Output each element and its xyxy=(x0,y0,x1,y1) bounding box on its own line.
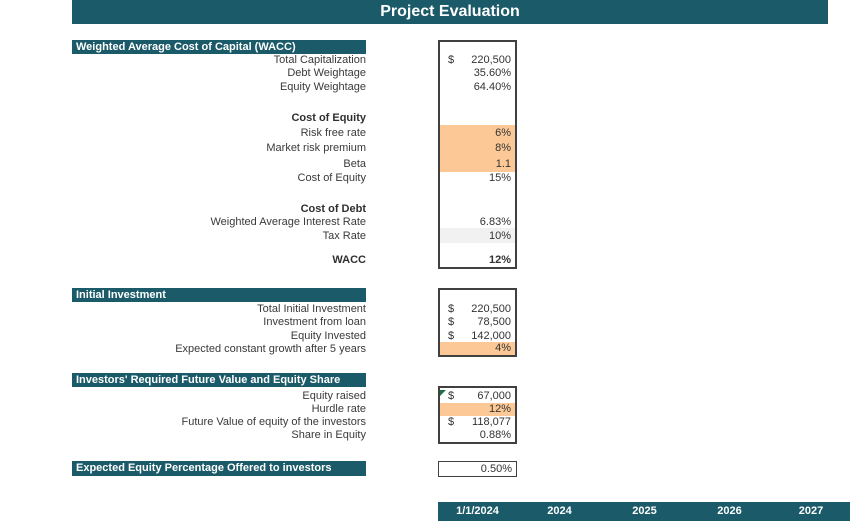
label-total-initial-investment: Total Initial Investment xyxy=(257,303,366,315)
title-bar: Project Evaluation xyxy=(72,0,828,24)
cell-value: 12% xyxy=(488,403,511,415)
initial-investment-value-box: $ 220,500 $ 78,500 $ 142,000 4% xyxy=(438,288,517,357)
section-header-expected-equity-pct: Expected Equity Percentage Offered to in… xyxy=(72,461,366,476)
cell-value: 118,077 xyxy=(472,416,511,428)
label-total-capitalization: Total Capitalization xyxy=(273,54,366,66)
timeline-year-2024: 2024 xyxy=(547,505,572,517)
timeline-year-2025: 2025 xyxy=(632,505,657,517)
label-weighted-average-interest-rate: Weighted Average Interest Rate xyxy=(210,216,366,228)
section-header-expected-equity-label: Expected Equity Percentage Offered to in… xyxy=(76,462,332,474)
expected-equity-value-box: 0.50% xyxy=(438,461,517,477)
subheader-cost-of-debt: Cost of Debt xyxy=(300,203,366,215)
currency-symbol: $ xyxy=(448,316,455,328)
cell-future-value-of-equity[interactable]: $ 118,077 xyxy=(440,416,515,429)
input-fill-block xyxy=(440,342,515,355)
label-hurdle-rate: Hurdle rate xyxy=(311,403,366,415)
section-header-wacc: Weighted Average Cost of Capital (WACC) xyxy=(72,40,366,54)
cell-equity-invested[interactable]: $ 142,000 xyxy=(440,330,515,343)
cell-value: 6.83% xyxy=(479,216,511,228)
currency-symbol: $ xyxy=(448,390,455,402)
currency-symbol: $ xyxy=(448,416,455,428)
comment-indicator-icon xyxy=(440,390,446,396)
cell-equity-weightage[interactable]: 64.40% xyxy=(440,81,515,94)
label-equity-invested: Equity Invested xyxy=(290,330,366,342)
cell-value: 0.88% xyxy=(479,429,511,441)
currency-symbol: $ xyxy=(448,54,455,66)
cell-value: 12% xyxy=(488,254,511,266)
page-title: Project Evaluation xyxy=(380,3,520,20)
input-fill-block xyxy=(440,403,515,416)
cell-value: 35.60% xyxy=(473,67,511,79)
cell-value: 67,000 xyxy=(477,390,511,402)
cell-tax-rate[interactable]: 10% xyxy=(440,230,515,243)
currency-symbol: $ xyxy=(448,330,455,342)
cell-equity-raised[interactable]: $ 67,000 xyxy=(440,390,515,403)
label-market-risk-premium: Market risk premium xyxy=(266,142,366,154)
currency-symbol: $ xyxy=(448,303,455,315)
cell-value: 220,500 xyxy=(471,54,511,66)
section-header-investors-future-value: Investors' Required Future Value and Equ… xyxy=(72,373,366,387)
cell-expected-equity-pct[interactable]: 0.50% xyxy=(439,463,516,476)
label-equity-raised: Equity raised xyxy=(302,390,366,402)
cell-wacc[interactable]: 12% xyxy=(440,254,515,267)
shaded-fill-block xyxy=(440,228,515,243)
cell-market-risk-premium[interactable]: 8% xyxy=(440,142,515,155)
label-share-in-equity: Share in Equity xyxy=(291,429,366,441)
wacc-value-box: $ 220,500 35.60% 64.40% 6% 8% 1.1 15% 6.… xyxy=(438,40,517,269)
label-risk-free-rate: Risk free rate xyxy=(300,127,366,139)
cell-total-capitalization[interactable]: $ 220,500 xyxy=(440,54,515,67)
subheader-cost-of-equity: Cost of Equity xyxy=(291,112,366,124)
cell-debt-weightage[interactable]: 35.60% xyxy=(440,67,515,80)
cell-risk-free-rate[interactable]: 6% xyxy=(440,127,515,140)
cell-hurdle-rate[interactable]: 12% xyxy=(440,403,515,416)
cell-value: 78,500 xyxy=(477,316,511,328)
label-beta: Beta xyxy=(343,158,366,170)
timeline-date-start: 1/1/2024 xyxy=(456,505,499,517)
label-future-value-of-equity: Future Value of equity of the investors xyxy=(181,416,366,428)
label-equity-weightage: Equity Weightage xyxy=(279,81,366,93)
cell-investment-from-loan[interactable]: $ 78,500 xyxy=(440,316,515,329)
label-cost-of-equity: Cost of Equity xyxy=(297,172,366,184)
cell-share-in-equity[interactable]: 0.88% xyxy=(440,429,515,442)
cell-value: 64.40% xyxy=(473,81,511,93)
cell-value: 220,500 xyxy=(471,303,511,315)
label-investment-from-loan: Investment from loan xyxy=(263,316,366,328)
cell-value: 8% xyxy=(495,142,511,154)
section-header-wacc-label: Weighted Average Cost of Capital (WACC) xyxy=(76,41,296,53)
label-wacc: WACC xyxy=(332,254,366,266)
label-expected-constant-growth: Expected constant growth after 5 years xyxy=(175,343,366,355)
label-tax-rate: Tax Rate xyxy=(322,230,366,242)
cell-beta[interactable]: 1.1 xyxy=(440,158,515,171)
section-header-initial-investment: Initial Investment xyxy=(72,288,366,302)
timeline-year-2027: 2027 xyxy=(798,505,824,517)
cell-weighted-average-interest-rate[interactable]: 6.83% xyxy=(440,216,515,229)
input-fill-block xyxy=(440,125,515,172)
cell-value: 15% xyxy=(488,172,511,184)
timeline-header-bar: 1/1/2024 2024 2025 2026 2027 xyxy=(438,502,850,521)
cell-value: 142,000 xyxy=(471,330,511,342)
label-debt-weightage: Debt Weightage xyxy=(287,67,366,79)
section-header-initial-investment-label: Initial Investment xyxy=(76,289,166,301)
cell-expected-constant-growth[interactable]: 4% xyxy=(440,342,515,355)
cell-value: 0.50% xyxy=(480,463,512,475)
cell-value: 4% xyxy=(495,342,511,354)
cell-value: 6% xyxy=(495,127,511,139)
cell-value: 1.1 xyxy=(495,158,511,170)
cell-total-initial-investment[interactable]: $ 220,500 xyxy=(440,303,515,316)
section-header-investors-label: Investors' Required Future Value and Equ… xyxy=(76,374,341,386)
investors-value-box: $ 67,000 12% $ 118,077 0.88% xyxy=(438,386,517,444)
timeline-year-2026: 2026 xyxy=(717,505,742,517)
cell-cost-of-equity[interactable]: 15% xyxy=(440,172,515,185)
cell-value: 10% xyxy=(488,230,511,242)
